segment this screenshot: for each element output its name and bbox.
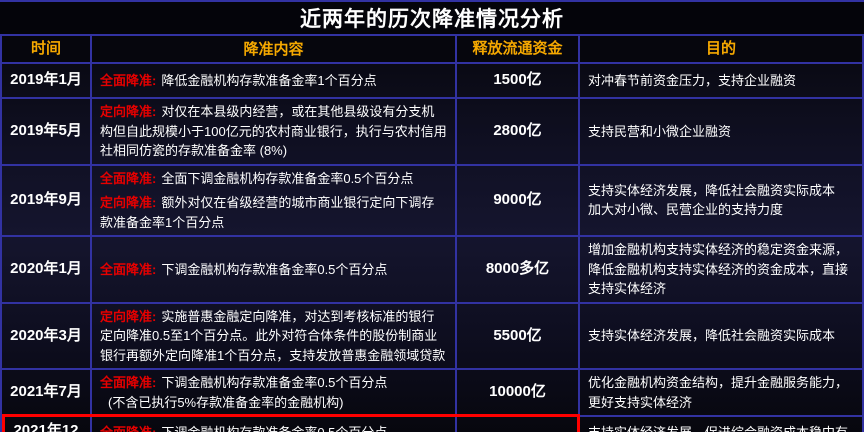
cut-description: 全面下调金融机构存款准备金率0.5个百分点 [161, 170, 414, 186]
header-funds: 释放流通资金 [455, 36, 578, 62]
content-cell: 全面降准: 下调金融机构存款准备金率0.5个百分点 (不含已执行5%存款准备金率的金… [90, 370, 455, 415]
funds-cell: 10000亿 [455, 370, 578, 415]
purpose-cell: 支持实体经济发展，降低社会融资实际成本 [578, 303, 862, 368]
content-cell: 全面降准: 降低金融机构存款准备金率1个百分点 [90, 64, 455, 97]
table-header-row: 时间 降准内容 释放流通资金 目的 [2, 36, 862, 64]
cut-description: 实施普惠金融定向降准，对达到考核标准的银行定向降准0.5至1个百分点。此外对符合… [100, 308, 446, 363]
table-row: 2021年7月 全面降准: 下调金融机构存款准备金率0.5个百分点 (不含已执行5%存… [2, 370, 862, 417]
cut-type-tag: 定向降准: [100, 308, 157, 324]
time-cell: 2020年1月 [10, 260, 82, 277]
content-cell: 全面降准: 全面下调金融机构存款准备金率0.5个百分点 定向降准: 额外对仅在省级经营… [90, 165, 455, 235]
content-item: 全面降准: 降低金融机构存款准备金率1个百分点 [100, 71, 447, 91]
funds-cell: 9000亿 [455, 165, 578, 235]
purpose-cell: 支持实体经济发展，促进综合融资成本稳中有降 [578, 417, 862, 432]
table-row: 2019年5月 定向降准: 对仅在本县级内经营，或在其他县级设有分支机构但自此规模小… [2, 99, 862, 166]
time-cell: 2021年12月 [13, 422, 79, 432]
cut-type-tag: 全面降准: [100, 425, 156, 432]
funds-cell: 8000多亿 [455, 237, 578, 302]
table-row: 2020年3月 定向降准: 实施普惠金融定向降准，对达到考核标准的银行定向降准0.5… [2, 303, 862, 370]
cut-description: 下调金融机构存款准备金率0.5个百分点 [161, 261, 388, 277]
time-cell: 2019年5月 [10, 122, 82, 139]
cut-description: 下调金融机构存款准备金率0.5个百分点 [161, 375, 388, 390]
content-item: 全面降准: 下调金融机构存款准备金率0.5个百分点 (不含已执行5%存款准备金率的金… [100, 373, 447, 412]
purpose-cell: 支持实体经济发展，降低社会融资实际成本 加大对小微、民营企业的支持力度 [578, 165, 862, 235]
cut-description: 下调金融机构存款准备金率0.5个百分点 [161, 425, 387, 432]
content-cell: 全面降准:下调金融机构存款准备金率0.5个百分点(不含已执行5%存款准备金率的金… [90, 417, 455, 432]
funds-cell: 1500亿 [455, 64, 578, 97]
page-title: 近两年的历次降准情况分析 [300, 8, 564, 31]
purpose-cell: 增加金融机构支持实体经济的稳定资金来源，降低金融机构支持实体经济的资金成本，直接… [578, 237, 862, 302]
content-cell: 定向降准: 对仅在本县级内经营，或在其他县级设有分支机构但自此规模小于100亿元的… [90, 99, 455, 164]
cut-type-tag: 全面降准: [100, 375, 157, 390]
cut-description: 对仅在本县级内经营，或在其他县级设有分支机构但自此规模小于100亿元的农村商业银… [100, 104, 447, 158]
cut-type-tag: 全面降准: [100, 72, 157, 88]
content-cell: 全面降准: 下调金融机构存款准备金率0.5个百分点 [90, 237, 455, 302]
cut-type-tag: 全面降准: [100, 261, 157, 277]
cut-type-tag: 定向降准: [100, 195, 157, 210]
table-row: 2019年1月 全面降准: 降低金融机构存款准备金率1个百分点 1500亿 对冲春节前资… [2, 64, 862, 99]
content-item: 全面降准: 下调金融机构存款准备金率0.5个百分点 [100, 260, 447, 280]
rows-container: 2019年1月 全面降准: 降低金融机构存款准备金率1个百分点 1500亿 对冲春节前资… [2, 64, 862, 432]
cut-description: 降低金融机构存款准备金率1个百分点 [161, 72, 377, 88]
cut-type-tag: 全面降准: [100, 170, 157, 186]
funds-cell: 2800亿 [455, 99, 578, 164]
funds-cell: 12000亿 [455, 417, 578, 432]
title-bar: 近两年的历次降准情况分析 [0, 0, 864, 36]
header-purpose: 目的 [578, 36, 862, 62]
content-cell: 定向降准: 实施普惠金融定向降准，对达到考核标准的银行定向降准0.5至1个百分点。… [90, 303, 455, 368]
header-time: 时间 [30, 39, 61, 57]
purpose-cell: 对冲春节前资金压力，支持企业融资 [578, 64, 862, 97]
time-cell: 2019年1月 [10, 71, 82, 89]
table-row: 2020年1月 全面降准: 下调金融机构存款准备金率0.5个百分点 8000多亿 增加金… [2, 237, 862, 304]
content-item: 全面降准:下调金融机构存款准备金率0.5个百分点(不含已执行5%存款准备金率的金… [100, 423, 447, 432]
cut-description: 额外对仅在省级经营的城市商业银行定向下调存款准备金率1个百分点 [100, 195, 435, 230]
time-cell: 2019年9月 [10, 191, 82, 208]
cut-type-tag: 定向降准: [100, 104, 157, 119]
table-row: 2019年9月 全面降准: 全面下调金融机构存款准备金率0.5个百分点 定向降准: 额外… [2, 165, 862, 237]
content-item: 定向降准: 额外对仅在省级经营的城市商业银行定向下调存款准备金率1个百分点 [100, 193, 447, 232]
table-row: 2021年12月全面降准:下调金融机构存款准备金率0.5个百分点(不含已执行5%… [2, 414, 862, 432]
cut-note: (不含已执行5%存款准备金率的金融机构) [108, 394, 344, 410]
content-item: 全面降准: 全面下调金融机构存款准备金率0.5个百分点 [100, 169, 447, 189]
purpose-cell: 优化金融机构资金结构，提升金融服务能力，更好支持实体经济 [578, 370, 862, 415]
content-item: 定向降准: 实施普惠金融定向降准，对达到考核标准的银行定向降准0.5至1个百分点。… [100, 307, 447, 366]
time-cell: 2021年7月 [10, 383, 82, 401]
time-cell: 2020年3月 [10, 326, 82, 344]
purpose-cell: 支持民营和小微企业融资 [578, 99, 862, 164]
header-content: 降准内容 [90, 36, 455, 62]
rrr-cuts-table: 时间 降准内容 释放流通资金 目的 2019年1月 全面降准: 降低金融机构存款准备… [0, 36, 864, 432]
content-item: 定向降准: 对仅在本县级内经营，或在其他县级设有分支机构但自此规模小于100亿元的… [100, 102, 447, 161]
funds-cell: 5500亿 [455, 303, 578, 368]
